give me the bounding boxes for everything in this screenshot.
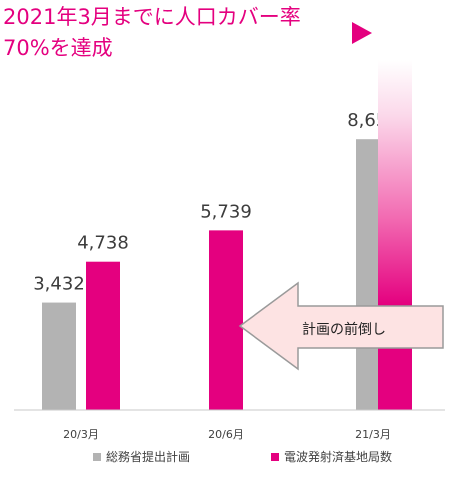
bar-value-label: 3,432 [33, 274, 85, 295]
legend-swatch [93, 453, 101, 461]
bar-actual-2 [209, 230, 243, 410]
headline: 2021年3月までに人口カバー率 70%を達成 [3, 2, 301, 64]
arrow-label: 計画の前倒し [302, 321, 386, 338]
headline-line-2: 70%を達成 [3, 36, 113, 60]
headline-line-1: 2021年3月までに人口カバー率 [3, 5, 301, 29]
legend-label: 総務省提出計画 [106, 449, 190, 464]
left-arrow-shape [238, 281, 444, 371]
legend-label: 電波発射済基地局数 [284, 449, 392, 464]
bar-plan-1 [42, 302, 76, 410]
legend: 総務省提出計画 電波発射済基地局数 [93, 449, 392, 464]
advance-schedule-arrow: 計画の前倒し [238, 281, 444, 371]
bar-value-label: 4,738 [77, 233, 129, 254]
bar-value-label: 5,739 [200, 201, 252, 222]
legend-swatch [271, 453, 279, 461]
x-tick-label: 20/6月 [208, 428, 244, 441]
x-tick-label: 21/3月 [355, 428, 391, 441]
bar-actual-1 [86, 261, 120, 410]
target-arrowhead [352, 22, 372, 44]
x-tick-label: 20/3月 [63, 428, 99, 441]
x-tick-labels: 20/3月 20/6月 21/3月 [63, 428, 391, 441]
target-gradient-bar [378, 60, 412, 410]
